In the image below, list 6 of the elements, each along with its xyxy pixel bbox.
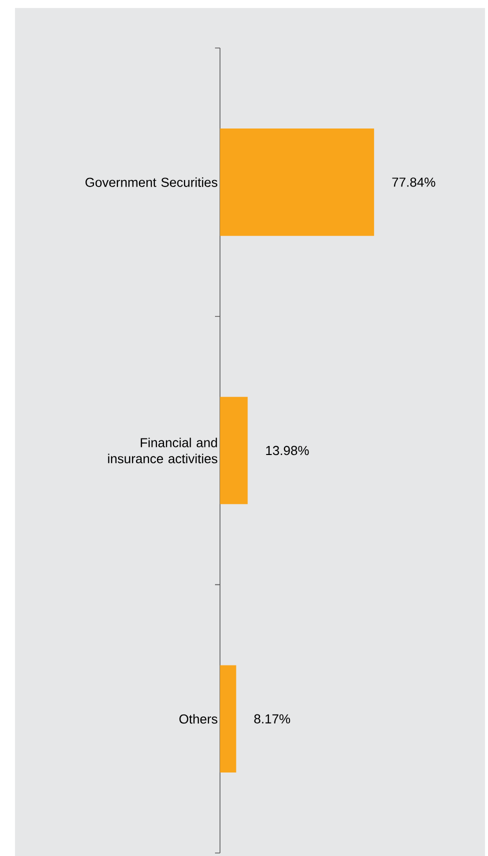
- y-tick-label: Government Securities: [86, 177, 218, 187]
- data-label: 8.17%: [254, 714, 290, 724]
- y-tick-label: Financial and insurance activities: [108, 438, 218, 464]
- data-label: 77.84%: [392, 178, 436, 187]
- y-tick-label: Others: [179, 714, 218, 724]
- data-label: 13.98%: [266, 446, 309, 456]
